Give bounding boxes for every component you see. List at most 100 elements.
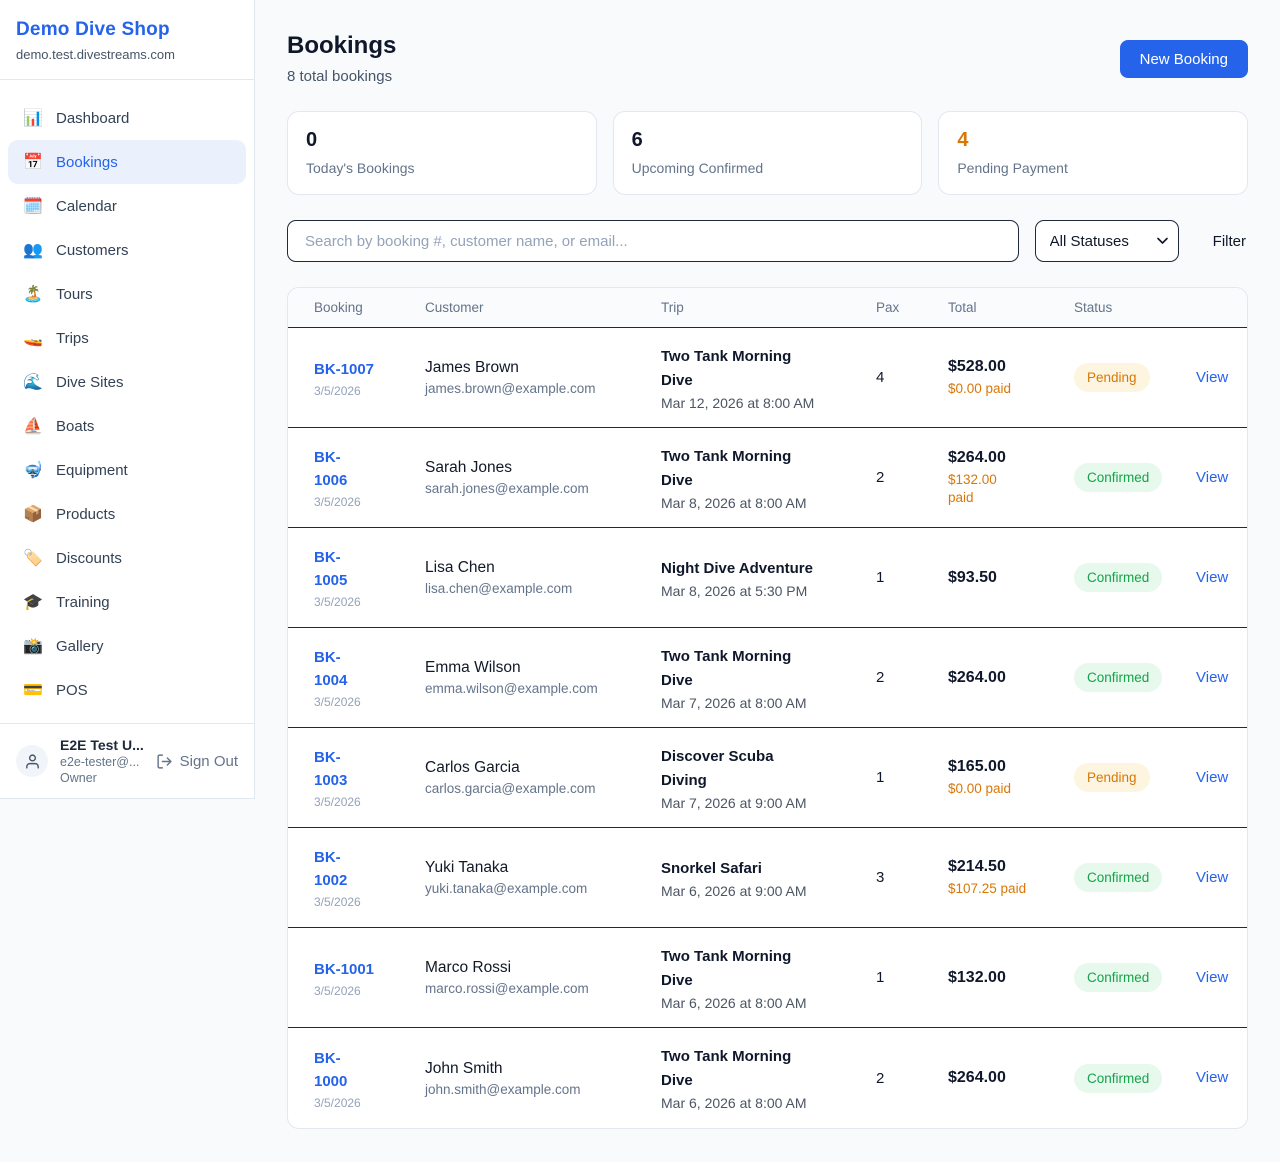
paid-amount: $107.25 paid bbox=[948, 880, 1027, 896]
trip-cell: Night Dive Adventure Mar 8, 2026 at 5:30… bbox=[661, 557, 876, 599]
booking-cell: BK- 1002 3/5/2026 bbox=[288, 846, 425, 909]
sidebar-item-dashboard[interactable]: 📊 Dashboard bbox=[8, 96, 246, 140]
trip-name: Night Dive Adventure bbox=[661, 559, 813, 577]
sidebar-item-label: Equipment bbox=[56, 461, 128, 479]
sidebar-item-calendar[interactable]: 🗓️ Calendar bbox=[8, 184, 246, 228]
sidebar-item-discounts[interactable]: 🏷️ Discounts bbox=[8, 536, 246, 580]
booking-cell: BK- 1000 3/5/2026 bbox=[288, 1047, 425, 1110]
trip-cell: Discover Scuba Diving Mar 7, 2026 at 9:0… bbox=[661, 745, 876, 811]
booking-date: 3/5/2026 bbox=[314, 1095, 361, 1110]
booking-id-link[interactable]: BK- 1004 bbox=[314, 649, 348, 689]
calendar-icon: 📅 bbox=[23, 154, 43, 171]
sidebar-item-label: Training bbox=[56, 593, 110, 611]
sidebar-item-equipment[interactable]: 🤿 Equipment bbox=[8, 448, 246, 492]
sidebar-item-products[interactable]: 📦 Products bbox=[8, 492, 246, 536]
booking-id-link[interactable]: BK-1001 bbox=[314, 960, 375, 978]
stat-value: 4 bbox=[957, 129, 969, 151]
status-cell: Confirmed bbox=[1074, 663, 1196, 692]
status-cell: Confirmed bbox=[1074, 863, 1196, 892]
pax-cell: 3 bbox=[876, 869, 885, 886]
total-cell: $264.00 $132.00 paid bbox=[948, 449, 1074, 507]
table-row: BK-1001 3/5/2026 Marco Rossi marco.rossi… bbox=[288, 928, 1247, 1028]
page-header: Bookings 8 total bookings New Booking bbox=[287, 32, 1248, 85]
sidebar-item-tours[interactable]: 🏝️ Tours bbox=[8, 272, 246, 316]
total-cell: $165.00 $0.00 paid bbox=[948, 758, 1074, 798]
pax-cell: 2 bbox=[876, 469, 885, 486]
booking-id-link[interactable]: BK- 1005 bbox=[314, 549, 348, 589]
package-icon: 📦 bbox=[23, 506, 43, 523]
customer-cell: James Brown james.brown@example.com bbox=[425, 359, 661, 396]
booking-id-link[interactable]: BK- 1006 bbox=[314, 449, 348, 489]
diving-mask-icon: 🤿 bbox=[23, 462, 43, 479]
sidebar-item-dive-sites[interactable]: 🌊 Dive Sites bbox=[8, 360, 246, 404]
status-cell: Confirmed bbox=[1074, 963, 1196, 992]
view-cell: View bbox=[1196, 568, 1247, 587]
trip-cell: Two Tank Morning Dive Mar 8, 2026 at 8:0… bbox=[661, 445, 876, 511]
customer-name: Sarah Jones bbox=[425, 459, 513, 476]
booking-date: 3/5/2026 bbox=[314, 795, 361, 809]
stat-card: 0 Today's Bookings bbox=[287, 111, 597, 195]
stat-value: 6 bbox=[631, 129, 643, 151]
label-tag-icon: 🏷️ bbox=[23, 550, 43, 567]
view-link[interactable]: View bbox=[1196, 968, 1229, 986]
customer-cell: Lisa Chen lisa.chen@example.com bbox=[425, 559, 661, 596]
sidebar-item-trips[interactable]: 🚤 Trips bbox=[8, 316, 246, 360]
logout-icon bbox=[156, 753, 173, 770]
booking-id-link[interactable]: BK-1007 bbox=[314, 360, 375, 378]
sidebar-item-training[interactable]: 🎓 Training bbox=[8, 580, 246, 624]
customer-name: Yuki Tanaka bbox=[425, 859, 509, 876]
booking-id-link[interactable]: BK- 1002 bbox=[314, 849, 348, 889]
sidebar-item-label: Discounts bbox=[56, 549, 122, 567]
sidebar-item-pos[interactable]: 💳 POS bbox=[8, 668, 246, 712]
customer-email: james.brown@example.com bbox=[425, 381, 596, 396]
trip-datetime: Mar 8, 2026 at 5:30 PM bbox=[661, 582, 808, 599]
booking-id-link[interactable]: BK- 1003 bbox=[314, 749, 348, 789]
sign-out-button[interactable]: Sign Out bbox=[156, 753, 238, 770]
spiral-calendar-icon: 🗓️ bbox=[23, 198, 43, 215]
view-link[interactable]: View bbox=[1196, 868, 1229, 886]
user-info: E2E Test U... e2e-tester@... Owner bbox=[60, 737, 144, 785]
status-badge: Confirmed bbox=[1074, 563, 1163, 592]
status-filter-select[interactable]: All Statuses bbox=[1034, 220, 1179, 262]
people-icon: 👥 bbox=[23, 242, 43, 259]
pax-cell: 4 bbox=[876, 369, 885, 386]
customer-email: carlos.garcia@example.com bbox=[425, 781, 596, 796]
search-input[interactable] bbox=[287, 220, 1019, 262]
view-link[interactable]: View bbox=[1196, 768, 1229, 786]
trip-datetime: Mar 7, 2026 at 9:00 AM bbox=[661, 794, 807, 811]
camera-flash-icon: 📸 bbox=[23, 638, 43, 655]
view-link[interactable]: View bbox=[1196, 1069, 1229, 1086]
trip-datetime: Mar 12, 2026 at 8:00 AM bbox=[661, 394, 815, 411]
customer-email: marco.rossi@example.com bbox=[425, 981, 589, 996]
sidebar-item-customers[interactable]: 👥 Customers bbox=[8, 228, 246, 272]
sidebar-item-bookings[interactable]: 📅 Bookings bbox=[8, 140, 246, 184]
filter-button[interactable]: Filter bbox=[1212, 232, 1246, 250]
booking-cell: BK-1001 3/5/2026 bbox=[288, 958, 425, 998]
avatar bbox=[16, 745, 48, 777]
trip-name: Snorkel Safari bbox=[661, 859, 762, 877]
booking-date: 3/5/2026 bbox=[314, 895, 361, 909]
main-content: Bookings 8 total bookings New Booking 0 … bbox=[287, 0, 1248, 1129]
sidebar-item-label: Boats bbox=[56, 417, 95, 435]
view-link[interactable]: View bbox=[1196, 368, 1229, 386]
booking-id-link[interactable]: BK- 1000 bbox=[314, 1049, 348, 1090]
view-link[interactable]: View bbox=[1196, 668, 1229, 686]
view-cell: View bbox=[1196, 1069, 1247, 1087]
view-link[interactable]: View bbox=[1196, 568, 1229, 586]
status-badge: Pending bbox=[1074, 763, 1150, 792]
user-email: e2e-tester@... bbox=[60, 755, 140, 769]
customer-name: John Smith bbox=[425, 1059, 503, 1077]
sidebar-item-gallery[interactable]: 📸 Gallery bbox=[8, 624, 246, 668]
customer-name: Carlos Garcia bbox=[425, 759, 520, 776]
pax-cell: 2 bbox=[876, 669, 885, 686]
credit-card-icon: 💳 bbox=[23, 682, 43, 699]
status-badge: Pending bbox=[1074, 363, 1150, 392]
new-booking-button[interactable]: New Booking bbox=[1119, 40, 1248, 78]
sidebar-item-label: Calendar bbox=[56, 197, 117, 215]
sidebar: Demo Dive Shop demo.test.divestreams.com… bbox=[0, 0, 255, 799]
booking-cell: BK- 1005 3/5/2026 bbox=[288, 546, 425, 609]
status-cell: Confirmed bbox=[1074, 463, 1196, 492]
sidebar-item-boats[interactable]: ⛵ Boats bbox=[8, 404, 246, 448]
view-link[interactable]: View bbox=[1196, 468, 1229, 486]
booking-cell: BK-1007 3/5/2026 bbox=[288, 358, 425, 398]
